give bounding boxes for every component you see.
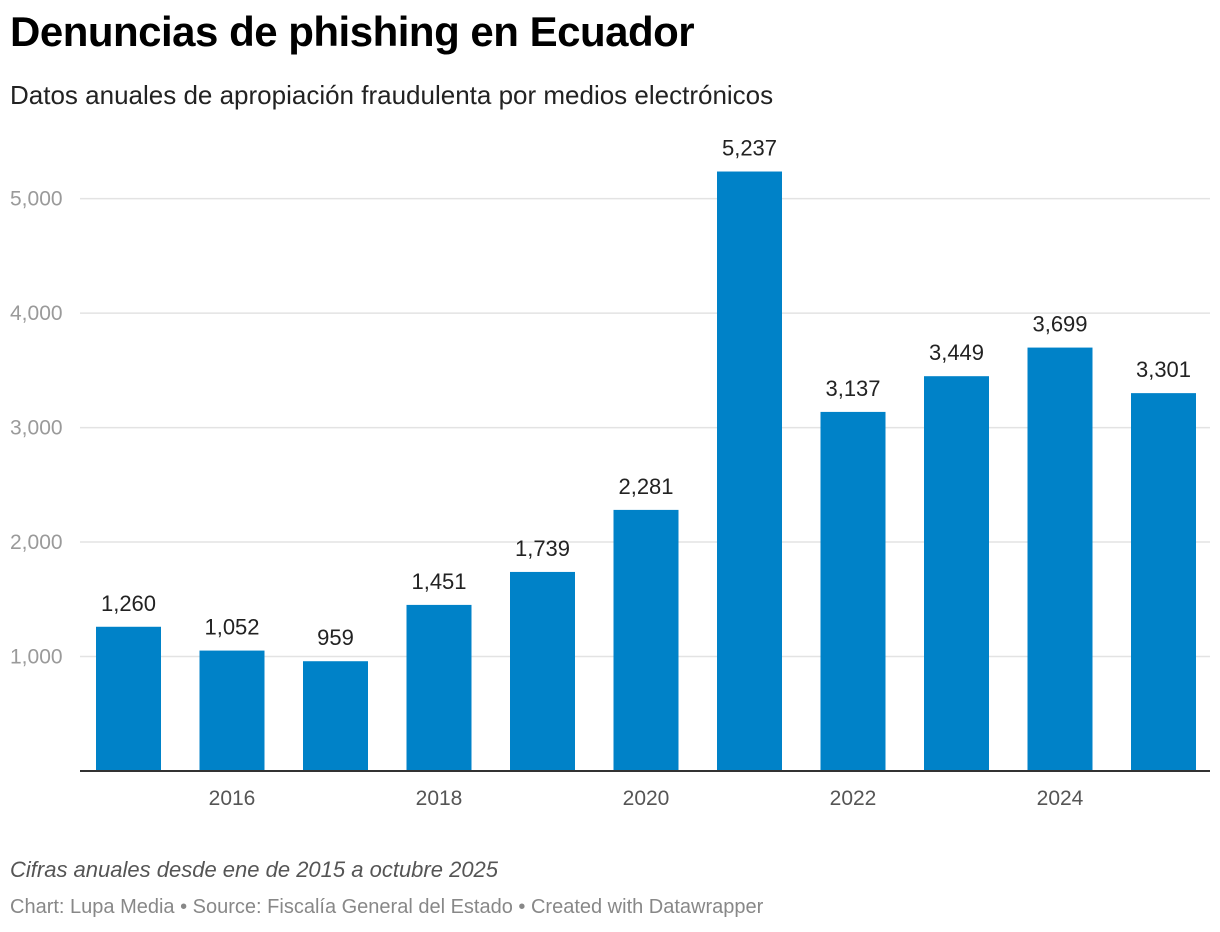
bar-2021 (717, 171, 782, 771)
bar-2025 (1131, 393, 1196, 771)
y-tick-label: 5,000 (10, 188, 63, 211)
bar-2020 (613, 509, 679, 771)
y-tick-label: 3,000 (10, 417, 63, 440)
chart-footer: Chart: Lupa Media • Source: Fiscalía Gen… (10, 896, 763, 919)
y-tick-label: 4,000 (10, 302, 63, 325)
bar-2015 (96, 626, 161, 771)
value-label-2021: 5,237 (722, 136, 777, 161)
value-label-2025: 3,301 (1136, 357, 1191, 382)
footer-separator: • (174, 896, 193, 918)
value-label-2023: 3,449 (929, 340, 984, 365)
bar-2022 (820, 411, 886, 771)
x-tick-label: 2018 (416, 787, 463, 810)
footer-created-with: Created with Datawrapper (530, 896, 764, 918)
value-label-2018: 1,451 (411, 569, 466, 594)
bar-2019 (510, 571, 575, 771)
y-tick-label: 1,000 (10, 646, 63, 669)
value-label-2019: 1,739 (515, 536, 570, 561)
bars (96, 171, 1196, 771)
bar-2018 (406, 604, 472, 771)
bar-2024 (1027, 347, 1093, 771)
x-tick-label: 2016 (209, 787, 256, 810)
value-label-2024: 3,699 (1032, 312, 1087, 337)
value-labels: 1,260 1,052 959 1,451 1,739 2,281 5,237 3,137 3,… (101, 136, 1191, 651)
value-label-2020: 2,281 (618, 474, 673, 499)
bar-2016 (199, 650, 265, 771)
bar-2023 (924, 376, 989, 771)
chart-title: Denuncias de phishing en Ecuador (10, 8, 695, 55)
footer-source: Source: Fiscalía General del Estado (192, 896, 513, 918)
x-tick-label: 2020 (623, 787, 670, 810)
value-label-2015: 1,260 (101, 591, 156, 616)
x-tick-label: 2022 (830, 787, 877, 810)
value-label-2017: 959 (317, 625, 354, 650)
value-label-2022: 3,137 (825, 376, 880, 401)
chart-subtitle: Datos anuales de apropiación fraudulenta… (10, 80, 774, 110)
y-tick-label: 2,000 (10, 531, 63, 554)
value-label-2016: 1,052 (204, 615, 259, 640)
bar-2017 (303, 661, 368, 771)
gridlines (80, 197, 1210, 658)
chart-note: Cifras anuales desde ene de 2015 a octub… (10, 857, 499, 882)
footer-chart-credit: Chart: Lupa Media (10, 896, 175, 918)
axes: 1,000 2,000 3,000 4,000 5,000 2016 2018 2020 202… (10, 188, 1210, 810)
footer-separator: • (512, 896, 531, 918)
x-tick-label: 2024 (1037, 787, 1084, 810)
